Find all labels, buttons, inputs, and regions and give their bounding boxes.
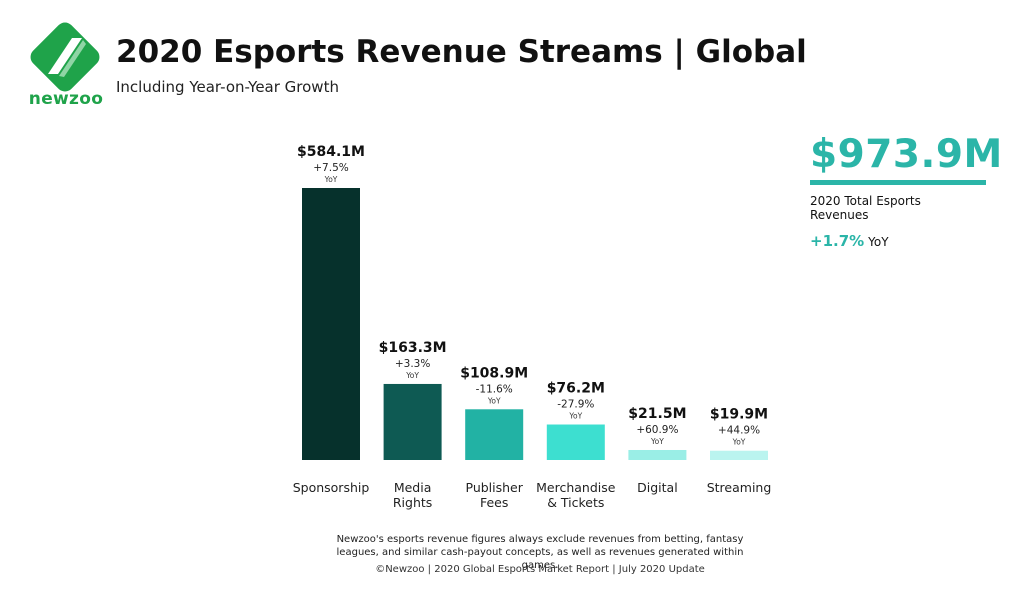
total-revenue-label: 2020 Total Esports Revenues — [810, 194, 921, 222]
bar-3 — [465, 409, 524, 460]
bar-growth-unit: YoY — [487, 396, 501, 405]
total-growth-unit: YoY — [868, 235, 889, 249]
category-label: Sponsorship — [293, 480, 370, 495]
total-revenue-panel: $973.9M 2020 Total Esports Revenues +1.7… — [810, 132, 1003, 250]
bar-growth-unit: YoY — [324, 175, 338, 184]
bar-5 — [628, 449, 687, 460]
bar-2 — [383, 383, 442, 460]
bar-growth-label: +3.3% — [395, 358, 430, 370]
bar-1 — [302, 188, 360, 460]
category-label: Fees — [480, 495, 508, 510]
bar-growth-label: +7.5% — [313, 162, 348, 174]
total-growth: +1.7% YoY — [810, 232, 1000, 250]
category-label: Rights — [393, 495, 432, 510]
bar-6 — [710, 450, 768, 460]
category-label: Digital — [637, 480, 678, 495]
page-subtitle: Including Year-on-Year Growth — [116, 78, 339, 96]
bar-growth-label: +44.9% — [718, 425, 760, 437]
category-label: & Tickets — [547, 495, 604, 510]
copyright-credit: ©Newzoo | 2020 Global Esports Market Rep… — [375, 564, 705, 575]
newzoo-wordmark: newzoo — [28, 89, 104, 109]
category-label: Media — [394, 480, 432, 495]
bar-growth-label: -11.6% — [476, 383, 513, 395]
total-revenue-underline — [810, 180, 986, 185]
bar-value-label: $108.9M — [460, 365, 528, 381]
bar-4 — [546, 424, 605, 460]
total-revenue-value: $973.9M — [810, 132, 1003, 177]
bar-growth-unit: YoY — [405, 371, 419, 380]
bar-growth-unit: YoY — [568, 412, 582, 421]
bar-value-label: $76.2M — [547, 381, 605, 397]
category-label: Streaming — [707, 480, 772, 495]
bar-value-label: $584.1M — [297, 144, 365, 160]
bar-growth-unit: YoY — [732, 438, 746, 447]
bar-growth-label: +60.9% — [636, 424, 678, 436]
bar-growth-unit: YoY — [650, 437, 664, 446]
bar-value-label: $163.3M — [379, 340, 447, 356]
bar-value-label: $19.9M — [710, 407, 768, 423]
bar-growth-label: -27.9% — [557, 399, 594, 411]
page-title: 2020 Esports Revenue Streams | Global — [116, 34, 807, 70]
bar-value-label: $21.5M — [628, 406, 686, 422]
newzoo-logo-icon — [30, 22, 100, 92]
total-growth-value: +1.7% — [810, 232, 865, 250]
methodology-note: Newzoo's esports revenue figures always … — [336, 534, 744, 571]
category-label: Publisher — [466, 480, 524, 495]
category-label: Merchandise — [536, 480, 616, 495]
